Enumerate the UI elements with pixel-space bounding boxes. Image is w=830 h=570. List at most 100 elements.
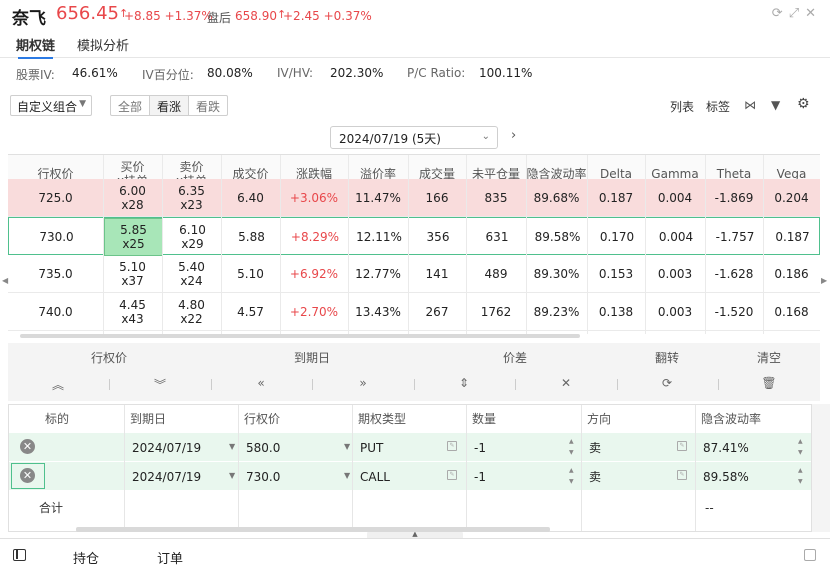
- leg-expiry[interactable]: 2024/07/19: [132, 469, 202, 484]
- bid-cell[interactable]: 6.00 x28: [103, 179, 162, 217]
- chevron-down-icon[interactable]: ▼: [229, 442, 236, 451]
- sidebar-toggle-icon[interactable]: [13, 549, 26, 561]
- tab-orders[interactable]: 订单: [157, 552, 184, 567]
- legs-scrollbar[interactable]: [76, 527, 550, 532]
- tag-button[interactable]: 标签: [706, 100, 731, 114]
- ask-cell[interactable]: 5.40 x24: [162, 255, 221, 293]
- strike-up-icon[interactable]: ︽: [51, 378, 65, 392]
- flip-icon[interactable]: ⟳: [661, 376, 673, 390]
- expiry-next-icon[interactable]: »: [359, 376, 367, 390]
- cell-gamma: 0.003: [657, 305, 693, 319]
- leg-qty[interactable]: -1: [474, 440, 486, 455]
- chain-col-header[interactable]: 未平仓量: [466, 155, 526, 192]
- remove-leg-icon[interactable]: ✕: [20, 468, 35, 483]
- leg-expiry[interactable]: 2024/07/19: [132, 440, 202, 455]
- chain-col-header[interactable]: 涨跌幅: [280, 155, 348, 192]
- stepper-icon[interactable]: ▲ ▼: [798, 438, 803, 456]
- bid-cell[interactable]: 5.85 x25: [104, 218, 163, 256]
- edit-icon[interactable]: ✎: [677, 441, 687, 451]
- chain-toolbar: 自定义组合 ▼ 全部 看涨 看跌 列表 标签 ⋈ ▼ ⚙: [0, 95, 830, 117]
- chevron-down-icon[interactable]: ▼: [344, 471, 351, 480]
- leg-qty[interactable]: -1: [474, 469, 486, 484]
- edit-icon[interactable]: ✎: [447, 441, 457, 451]
- chain-col-header[interactable]: 溢价率: [348, 155, 408, 192]
- expand-icon[interactable]: ⤢: [788, 6, 800, 21]
- leg-iv[interactable]: 89.58%: [703, 469, 749, 484]
- trash-icon[interactable]: 🗑: [761, 376, 777, 390]
- pc-ratio-value: 100.11%: [479, 66, 533, 80]
- stepper-icon[interactable]: ▲ ▼: [569, 467, 574, 485]
- cell-delta: 0.153: [598, 267, 634, 281]
- scroll-right-icon[interactable]: ▶: [821, 276, 828, 285]
- legs-side-panel: [812, 404, 830, 532]
- edit-icon[interactable]: ✎: [447, 470, 457, 480]
- edit-icon[interactable]: ✎: [677, 470, 687, 480]
- leg-type[interactable]: CALL: [360, 469, 390, 484]
- chevron-down-icon[interactable]: ▼: [229, 471, 236, 480]
- filter-all[interactable]: 全部: [111, 96, 151, 115]
- bid-cell[interactable]: 5.10 x37: [103, 255, 162, 293]
- scroll-left-icon[interactable]: ◀: [2, 276, 9, 285]
- chain-col-header[interactable]: 成交量: [408, 155, 466, 192]
- chain-col-header[interactable]: 成交价: [221, 155, 280, 192]
- chain-col-header[interactable]: Theta: [705, 155, 763, 192]
- remove-leg-icon[interactable]: ✕: [20, 439, 35, 454]
- stepper-icon[interactable]: ▲ ▼: [798, 467, 803, 485]
- chain-row[interactable]: 740.0 4.45 x43 4.80 x22 4.57 +2.70% 13.43% 267 17…: [8, 293, 820, 331]
- leg-row[interactable]: ✕ 2024/07/19 580.0 PUT -1 卖 87.41% ▼ ▼ ✎ ▲ ▼ ✎ ▲ ▼: [9, 433, 811, 462]
- refresh-icon[interactable]: ⟳: [771, 6, 783, 21]
- filter-icon[interactable]: ▼: [771, 98, 781, 112]
- filter-calls[interactable]: 看涨: [150, 96, 190, 115]
- leg-type[interactable]: PUT: [360, 440, 384, 455]
- ask-price: 6.35: [178, 184, 205, 198]
- cell-strike: 735.0: [38, 267, 73, 281]
- drag-handle-icon[interactable]: ▲: [367, 530, 463, 539]
- chevron-down-icon: ▼: [79, 99, 86, 109]
- cell-last: 4.57: [237, 305, 264, 319]
- chain-col-header[interactable]: Delta: [587, 155, 645, 192]
- leg-iv[interactable]: 87.41%: [703, 440, 749, 455]
- gear-icon[interactable]: ⚙: [797, 96, 810, 112]
- cell-gamma: 0.004: [658, 230, 694, 244]
- tab-simulation[interactable]: 模拟分析: [77, 39, 130, 54]
- expiry-prev-icon[interactable]: «: [257, 376, 265, 390]
- pc-ratio-label: P/C Ratio:: [407, 66, 466, 80]
- spread-collapse-icon[interactable]: ✕: [560, 376, 572, 390]
- close-icon[interactable]: ✕: [805, 6, 816, 21]
- chain-col-header[interactable]: 行权价: [8, 155, 103, 192]
- tab-option-chain[interactable]: 期权链: [16, 35, 55, 59]
- columns-icon[interactable]: ⋈: [744, 98, 756, 112]
- chevron-down-icon[interactable]: ▼: [344, 442, 351, 451]
- afterhours-change: +2.45 +0.37%: [283, 9, 372, 23]
- expiry-value: 2024/07/19 (5天): [339, 132, 441, 146]
- leg-side[interactable]: 卖: [589, 441, 602, 455]
- chain-scrollbar[interactable]: [20, 334, 580, 338]
- bid-cell[interactable]: 4.45 x43: [103, 293, 162, 331]
- chain-row[interactable]: 735.0 5.10 x37 5.40 x24 5.10 +6.92% 12.77% 141 48…: [8, 255, 820, 293]
- expiry-select[interactable]: 2024/07/19 (5天) ⌄: [330, 126, 498, 149]
- leg-strike[interactable]: 730.0: [246, 469, 281, 484]
- tab-positions[interactable]: 持仓: [73, 552, 100, 567]
- list-view-button[interactable]: 列表: [670, 100, 695, 114]
- column-divider: [221, 155, 222, 334]
- chain-row[interactable]: 725.0 6.00 x28 6.35 x23 6.40 +3.06% 11.47% 166 83…: [8, 179, 820, 217]
- popout-icon[interactable]: [804, 549, 816, 561]
- ask-cell[interactable]: 4.80 x22: [162, 293, 221, 331]
- filter-puts[interactable]: 看跌: [196, 100, 221, 114]
- leg-row[interactable]: ✕ 2024/07/19 730.0 CALL -1 卖 89.58% ▼ ▼ ✎ ▲ ▼ ✎ ▲ ▼: [9, 462, 811, 491]
- chain-col-header[interactable]: 隐含波动率: [526, 155, 587, 192]
- chain-col-header[interactable]: Vega: [763, 155, 820, 192]
- chain-col-header[interactable]: Gamma: [645, 155, 705, 192]
- ask-cell[interactable]: 6.35 x23: [162, 179, 221, 217]
- up-arrow-icon: ↑: [118, 7, 129, 20]
- leg-side[interactable]: 卖: [589, 470, 602, 484]
- strategy-select[interactable]: 自定义组合 ▼: [10, 95, 92, 116]
- call-put-filter: 全部 看涨 看跌: [110, 95, 229, 116]
- stepper-icon[interactable]: ▲ ▼: [569, 438, 574, 456]
- ask-cell[interactable]: 6.10 x29: [163, 218, 222, 256]
- strike-down-icon[interactable]: ︾: [153, 378, 167, 392]
- chain-row[interactable]: 730.0 5.85 x25 6.10 x29 5.88 +8.29% 12.11% 356 63…: [8, 217, 820, 256]
- spread-expand-icon[interactable]: ⇕: [458, 376, 470, 390]
- next-expiry-icon[interactable]: ›: [511, 128, 517, 143]
- leg-strike[interactable]: 580.0: [246, 440, 281, 455]
